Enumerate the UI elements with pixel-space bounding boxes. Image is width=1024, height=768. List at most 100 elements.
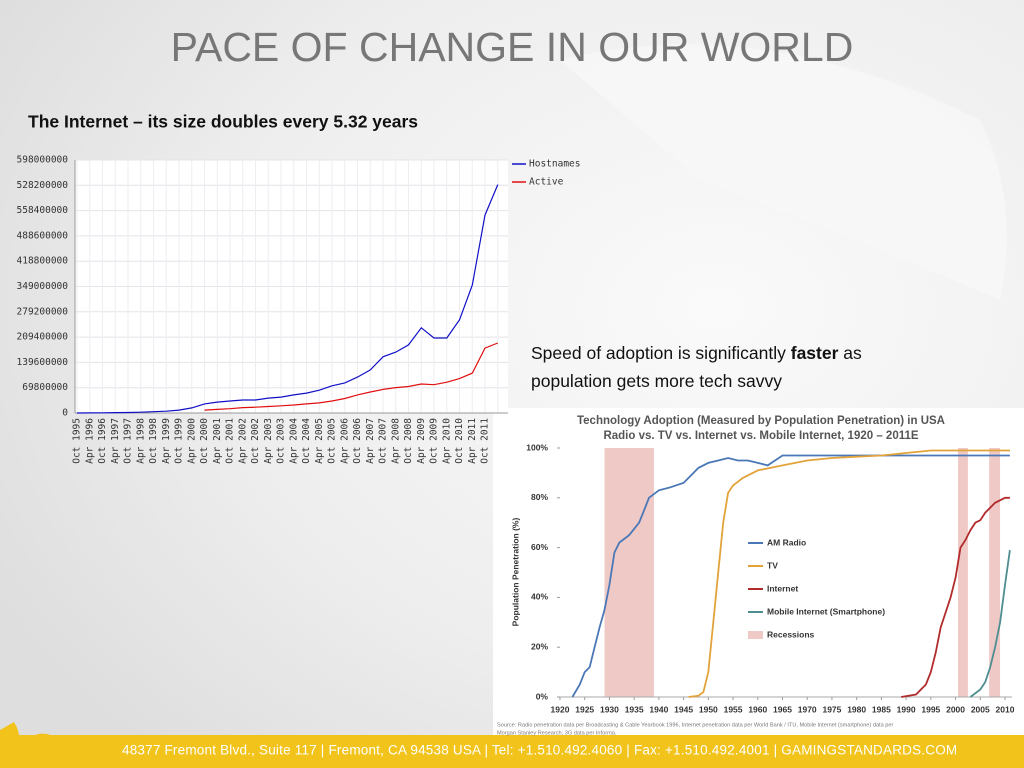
legend-swatch <box>748 631 763 639</box>
y-tick-label: 279200000 <box>17 306 69 317</box>
x-tick-label: Oct 1997 <box>123 418 134 464</box>
footer-text: 48377 Fremont Blvd., Suite 117 | Fremont… <box>122 743 957 758</box>
chart-title: Technology Adoption (Measured by Populat… <box>577 415 945 427</box>
x-tick-label: Oct 2007 <box>378 418 389 464</box>
series-line <box>969 549 1011 698</box>
x-tick-label: 1985 <box>872 704 891 714</box>
x-tick-label: 1980 <box>847 704 866 714</box>
x-tick-label: Oct 1999 <box>174 418 185 464</box>
series-line <box>76 184 499 414</box>
x-tick-label: Apr 2008 <box>390 418 401 464</box>
note: Speed of adoption is significantly faste… <box>531 343 862 391</box>
y-tick-label: 209400000 <box>17 332 69 343</box>
y-tick-label: 40% <box>531 592 548 602</box>
x-tick-label: Apr 2000 <box>186 418 197 464</box>
x-tick-label: 2010 <box>996 704 1015 714</box>
y-tick-label: 80% <box>531 492 548 502</box>
x-tick-label: Apr 1997 <box>110 418 121 464</box>
chart-panel <box>493 408 1024 740</box>
x-tick-label: Apr 2004 <box>288 418 299 464</box>
legend-label: Hostnames <box>529 159 580 170</box>
note-text: as <box>843 343 862 363</box>
legend-label: AM Radio <box>767 537 806 547</box>
y-tick-label: 139600000 <box>17 357 69 368</box>
x-tick-label: Oct 2002 <box>250 418 261 464</box>
y-tick-label: 488600000 <box>17 230 69 241</box>
legend-label: Mobile Internet (Smartphone) <box>767 606 885 616</box>
y-tick-label: 20% <box>531 641 548 651</box>
x-tick-label: Oct 2003 <box>276 418 287 464</box>
x-tick-label: Apr 1996 <box>84 418 95 464</box>
legend-label: Recessions <box>767 629 815 639</box>
x-tick-label: Apr 1998 <box>135 418 146 464</box>
recession-band <box>604 448 654 697</box>
note-text: Speed of adoption is significantly <box>531 343 791 363</box>
y-tick-label: 69800000 <box>22 382 68 393</box>
series-line <box>204 342 499 411</box>
x-tick-label: 2005 <box>971 704 990 714</box>
y-tick-label: 349000000 <box>17 281 69 292</box>
x-tick-label: 1940 <box>649 704 668 714</box>
footer-bar <box>0 735 1024 768</box>
x-tick-label: 1935 <box>625 704 644 714</box>
x-tick-label: Apr 2001 <box>212 418 223 464</box>
y-tick-label: 598000000 <box>17 155 69 166</box>
logo <box>0 722 86 758</box>
x-tick-label: Apr 2010 <box>441 418 452 464</box>
x-tick-label: Oct 1998 <box>148 418 159 464</box>
series-line <box>571 454 1010 698</box>
source-note: Source: Radio penetration data per Broad… <box>497 722 893 728</box>
x-tick-label: Apr 2009 <box>416 418 427 464</box>
series-line <box>688 449 1010 698</box>
x-tick-label: Oct 2010 <box>454 418 465 464</box>
decor <box>560 44 1007 300</box>
x-tick-label: Oct 2008 <box>403 418 414 464</box>
x-tick-label: Apr 2007 <box>365 418 376 464</box>
x-tick-label: 1960 <box>748 704 767 714</box>
legend-label: Internet <box>767 583 798 593</box>
x-tick-label: Oct 2006 <box>352 418 363 464</box>
x-tick-label: Apr 2005 <box>314 418 325 464</box>
x-tick-label: 1920 <box>551 704 570 714</box>
x-tick-label: Oct 2001 <box>225 418 236 464</box>
legend-label: TV <box>767 560 778 570</box>
legend-label: Active <box>529 177 564 188</box>
x-tick-label: Oct 1996 <box>97 418 108 464</box>
x-tick-label: Oct 1995 <box>72 418 83 464</box>
slide-title: PACE OF CHANGE IN OUR WORLD <box>171 24 854 70</box>
x-tick-label: 1975 <box>822 704 841 714</box>
note-text: population gets more tech savvy <box>531 371 782 391</box>
x-tick-label: Oct 2004 <box>301 418 312 464</box>
x-tick-label: 1970 <box>798 704 817 714</box>
x-tick-label: Apr 2011 <box>467 418 478 464</box>
x-tick-label: Apr 2003 <box>263 418 274 464</box>
y-tick-label: 100% <box>526 442 548 452</box>
x-tick-label: 2000 <box>946 704 965 714</box>
source-note: Morgan Stanley Research; 3G data per Inf… <box>497 730 617 736</box>
x-tick-label: 1990 <box>897 704 916 714</box>
x-tick-label: Oct 2009 <box>429 418 440 464</box>
x-tick-label: 1965 <box>773 704 792 714</box>
chart-title: Radio vs. TV vs. Internet vs. Mobile Int… <box>603 430 918 442</box>
y-tick-label: 528200000 <box>17 180 69 191</box>
y-tick-label: 60% <box>531 542 548 552</box>
x-tick-label: 1995 <box>921 704 940 714</box>
note-emphasis: faster <box>791 343 839 363</box>
x-tick-label: 1955 <box>724 704 743 714</box>
subtitle: The Internet – its size doubles every 5.… <box>28 112 418 132</box>
x-tick-label: Apr 2002 <box>237 418 248 464</box>
x-tick-label: 1925 <box>575 704 594 714</box>
y-tick-label: 418800000 <box>17 256 69 267</box>
y-tick-label: 0% <box>536 691 549 701</box>
x-tick-label: Apr 1999 <box>161 418 172 464</box>
series-line <box>901 496 1010 698</box>
x-tick-label: 1950 <box>699 704 718 714</box>
x-tick-label: Oct 2011 <box>480 418 491 464</box>
recession-band <box>958 448 968 697</box>
x-tick-label: 1930 <box>600 704 619 714</box>
y-tick-label: 558400000 <box>17 205 69 216</box>
x-tick-label: Apr 2006 <box>339 418 350 464</box>
y-tick-label: 0 <box>62 408 68 419</box>
x-tick-label: Oct 2000 <box>199 418 210 464</box>
